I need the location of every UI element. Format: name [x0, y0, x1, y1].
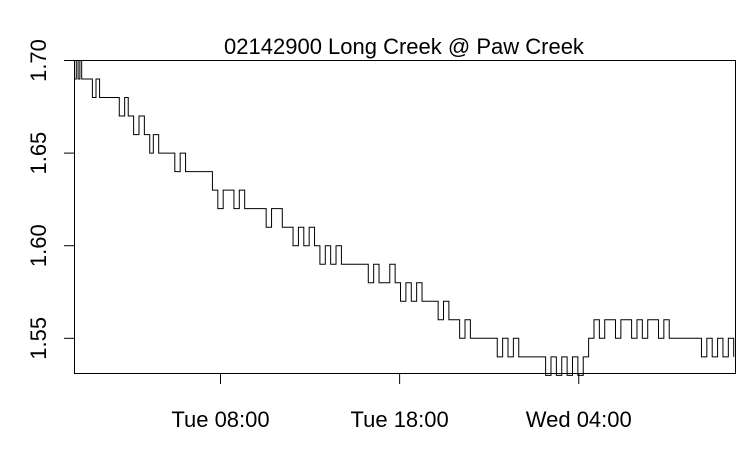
x-tick-label: Tue 08:00: [171, 407, 269, 432]
x-axis: Tue 08:00 Tue 18:00 Wed 04:00: [171, 373, 632, 432]
y-tick-label: 1.65: [26, 132, 51, 175]
y-tick-label: 1.55: [26, 317, 51, 360]
plot-frame: [74, 60, 736, 374]
series-layer: [74, 60, 735, 376]
series-line-0: [74, 60, 735, 376]
y-tick-label: 1.70: [26, 39, 51, 82]
y-tick-label: 1.60: [26, 224, 51, 267]
x-tick-label: Wed 04:00: [526, 407, 632, 432]
chart-title: 02142900 Long Creek @ Paw Creek: [224, 34, 585, 59]
y-axis: 1.55 1.60 1.65 1.70: [26, 39, 75, 360]
x-tick-label: Tue 18:00: [350, 407, 448, 432]
